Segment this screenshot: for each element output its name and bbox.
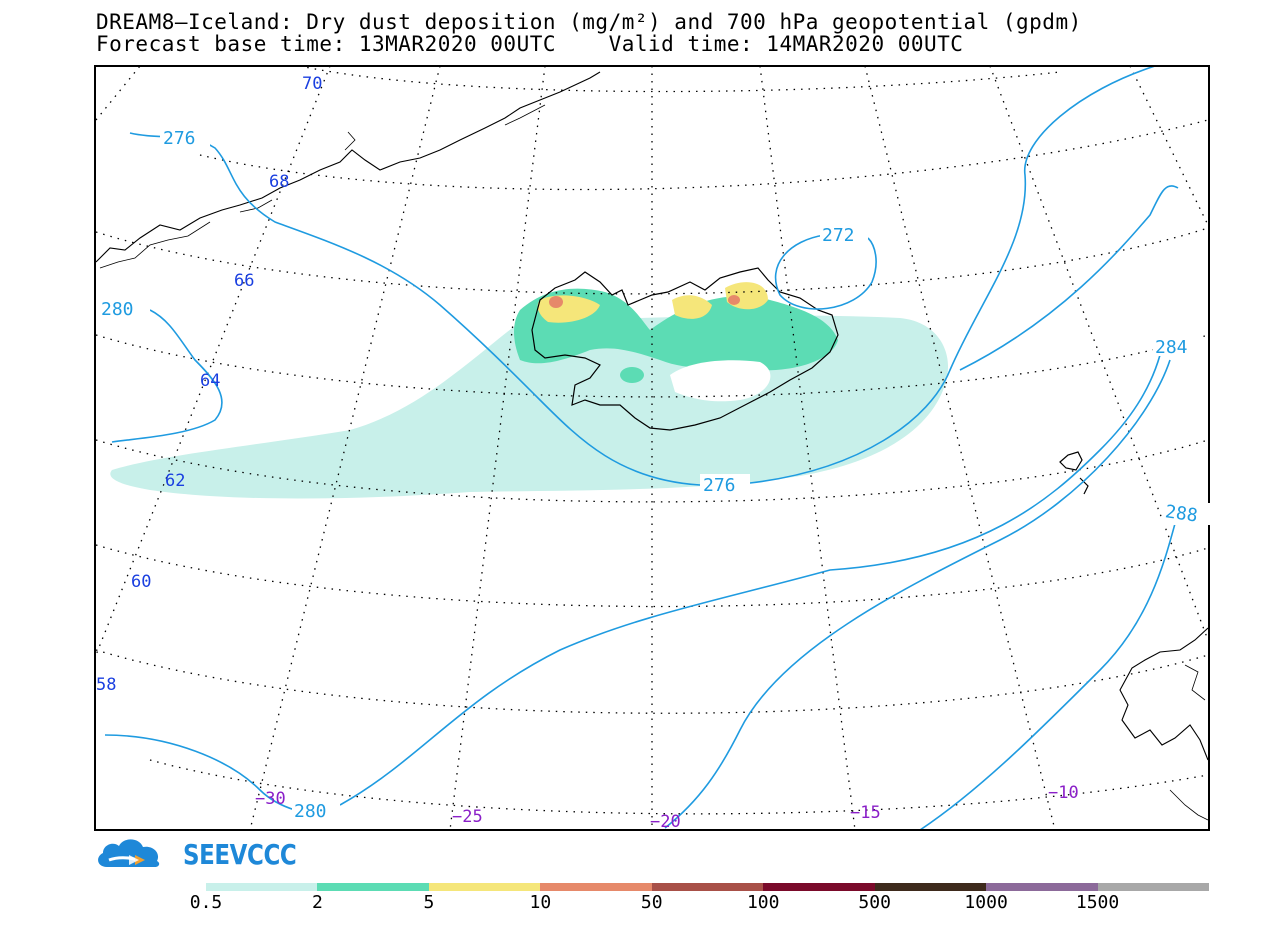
dust-area-high [549,296,563,308]
colorbar-label: 1000 [964,892,1008,913]
lon-label: −30 [255,789,286,809]
map-frame [94,65,1210,831]
lon-label: −25 [452,807,483,827]
latitude-labels: 70 68 66 64 62 60 58 [96,74,322,695]
norway-coastline [1119,627,1209,761]
latitude-gridlines [95,66,1209,815]
contour-label: 276 [703,475,736,496]
lat-label: 58 [96,675,116,695]
colorbar-label: 10 [529,892,552,913]
colorbar-swatch [986,883,1098,891]
dust-area-mid-north [672,282,768,319]
colorbar-label: 500 [858,892,891,913]
dust-patch [620,367,644,383]
contour-label: 284 [1155,337,1188,358]
colorbar-label: 50 [640,892,663,913]
lat-label: 66 [234,271,254,291]
map-subtitle: Forecast base time: 13MAR2020 00UTC Vali… [96,32,964,56]
greenland-coastline-detail [99,104,546,269]
colorbar-label: 5 [423,892,435,913]
colorbar-label: 1500 [1075,892,1120,913]
lat-label: 64 [200,371,220,391]
lat-label: 60 [131,572,151,592]
faroe-islands [1059,451,1089,495]
colorbar-swatch [651,883,764,891]
contour-label: 276 [163,128,196,149]
lon-label: −15 [850,803,881,823]
contour-label: 280 [101,299,134,320]
lat-label: 62 [165,471,185,491]
colorbar-swatch [540,883,652,891]
colorbar-swatch [206,883,318,891]
colorbar-label: 100 [746,892,780,913]
map-title: DREAM8—Iceland: Dry dust deposition (mg/… [96,10,1082,34]
iceland-coastline [531,267,839,431]
longitude-gridlines [95,66,1209,830]
dust-colorbar [206,883,1209,891]
colorbar-swatch [317,883,429,891]
colorbar-swatch [763,883,875,891]
cloud-arrow-icon [98,839,160,867]
greenland-coastline [95,71,601,263]
dust-area-high-north [728,295,740,305]
lat-label: 68 [269,172,289,192]
colorbar-swatch [1097,883,1209,891]
lat-label: 70 [302,74,322,94]
dust-free-highlands [670,360,771,402]
colorbar-swatch [428,883,541,891]
contour-label: 272 [822,225,855,246]
lon-label: −20 [650,812,681,832]
colorbar-label: 0.5 [189,892,223,913]
contour-labels: 276 280 272 284 276 288 280 [100,128,1210,822]
colorbar-label: 2 [312,892,323,913]
longitude-labels: −30 −25 −20 −15 −10 [255,783,1079,832]
colorbar-swatch [874,883,987,891]
norway-coastline-detail [1169,664,1209,821]
seevccc-logo-text: SEEVCCC [183,838,297,871]
lon-label: −10 [1048,783,1079,803]
contour-label: 288 [1164,501,1199,526]
geopotential-contours [104,66,1179,830]
contour-label: 280 [294,801,327,822]
